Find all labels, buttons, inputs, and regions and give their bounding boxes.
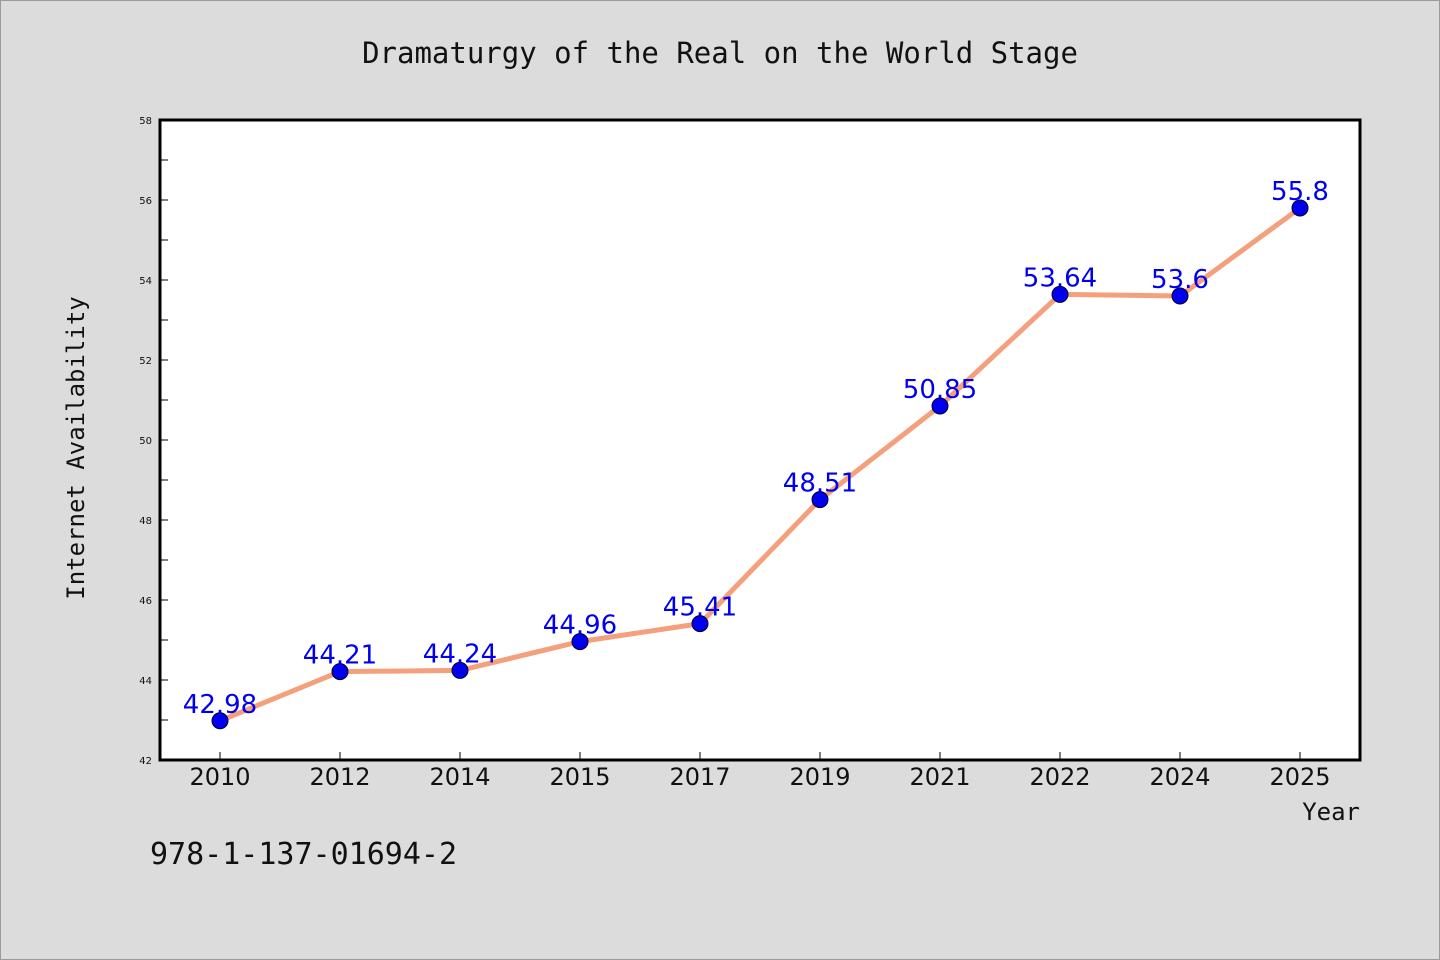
y-tick-label: 50 — [139, 436, 152, 447]
data-point — [1171, 287, 1189, 305]
y-tick-label: 48 — [139, 516, 152, 527]
x-tick-label: 2014 — [429, 763, 490, 791]
data-point — [691, 615, 709, 633]
y-tick-label: 54 — [139, 276, 152, 287]
y-tick-label: 52 — [139, 356, 152, 367]
data-label: 53.6 — [1151, 265, 1209, 295]
x-axis: 2010 2012 2014 2015 2017 2019 2021 2022 2024 2025 — [189, 752, 1331, 791]
isbn-text: 978-1-137-01694-2 — [150, 837, 457, 872]
data-point — [451, 661, 469, 679]
y-axis-label: Internet Availability — [62, 296, 90, 599]
data-point — [1291, 199, 1309, 217]
x-tick-label: 2022 — [1029, 763, 1090, 791]
data-point — [931, 397, 949, 415]
plot-area — [158, 118, 1362, 762]
x-tick-label: 2015 — [549, 763, 610, 791]
data-label: 45.41 — [663, 593, 737, 623]
x-tick-label: 2021 — [909, 763, 970, 791]
data-label: 44.21 — [303, 641, 377, 671]
data-point — [811, 491, 829, 509]
x-tick-label: 2024 — [1149, 763, 1210, 791]
x-tick-label: 2019 — [789, 763, 850, 791]
data-label: 55.8 — [1271, 177, 1329, 207]
x-axis-label: Year — [1302, 798, 1360, 826]
y-tick-label: 44 — [139, 676, 152, 687]
x-tick-label: 2025 — [1269, 763, 1330, 791]
data-point — [211, 712, 229, 730]
x-tick-label: 2012 — [309, 763, 370, 791]
data-point — [571, 633, 589, 651]
series-line — [217, 205, 1303, 724]
y-tick-label: 58 — [139, 116, 152, 127]
data-point — [331, 663, 349, 681]
y-tick-label: 56 — [139, 196, 152, 207]
series-line-group — [217, 205, 1303, 724]
marker-group — [211, 199, 1309, 730]
y-tick-label: 46 — [139, 596, 152, 607]
data-point — [1051, 285, 1069, 303]
data-label: 53.64 — [1023, 263, 1097, 293]
x-tick-label: 2010 — [189, 763, 250, 791]
data-label: 50.85 — [903, 375, 977, 405]
data-label: 44.96 — [543, 611, 617, 641]
chart-title: Dramaturgy of the Real on the World Stag… — [362, 36, 1078, 70]
data-label-group: 42.98 44.21 44.24 44.96 45.41 48.51 50.85 53.64… — [183, 177, 1329, 720]
x-tick-label: 2017 — [669, 763, 730, 791]
data-label: 48.51 — [783, 469, 857, 499]
data-label: 42.98 — [183, 690, 257, 720]
y-axis: 42 44 46 48 50 52 54 56 58 — [139, 116, 168, 767]
y-tick-label: 42 — [139, 756, 152, 767]
data-label: 44.24 — [423, 639, 497, 669]
